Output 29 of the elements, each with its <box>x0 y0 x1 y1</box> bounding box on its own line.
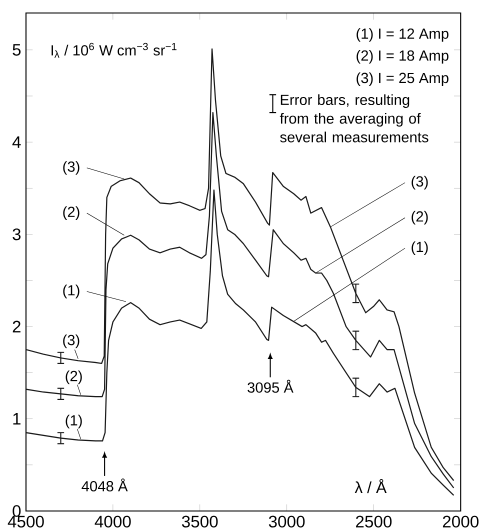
text: (1) <box>63 284 80 298</box>
annotation: (2) I = 18 Amp <box>356 50 448 64</box>
annotation: (3) I = 25 Amp <box>356 72 448 86</box>
series-label: (1) <box>66 414 82 428</box>
annotation: 4048 Å <box>82 478 128 492</box>
x-tick-label: 2000 <box>442 516 479 528</box>
text: (1) <box>412 241 428 255</box>
y-axis-title: I$_{λ}$ / 10$^{6}$ W cm$^{−3}$ sr$^{−1}$ <box>52 42 176 58</box>
annotation: (1) I = 12 Amp <box>356 28 448 42</box>
x-tick-label: 3000 <box>268 516 305 528</box>
x-axis-title: λ / Å <box>354 479 387 494</box>
text: (2) <box>412 210 428 225</box>
y-tick-label: 5 <box>12 44 21 56</box>
text: (2) <box>63 206 80 220</box>
x-tick-label: 4000 <box>94 516 131 528</box>
x-tick-label: 2500 <box>356 516 392 528</box>
x-tick-label: 3500 <box>182 516 218 528</box>
y-tick-label: 2 <box>12 320 20 332</box>
text: (3) <box>412 176 428 190</box>
y-tick-label: 1 <box>13 413 20 425</box>
annotation: 3095 Å <box>248 380 294 393</box>
x-tick-label: 4500 <box>8 516 44 528</box>
series-label: (2) <box>66 370 82 384</box>
y-tick-label: 0 <box>12 505 21 517</box>
y-tick-label: 3 <box>12 228 21 240</box>
series-label: (3) <box>63 334 80 348</box>
y-tick-label: 4 <box>12 136 21 148</box>
annotation: Error bars, resulting from the averaging of several measurements <box>280 94 428 142</box>
text: (3) <box>63 161 80 175</box>
